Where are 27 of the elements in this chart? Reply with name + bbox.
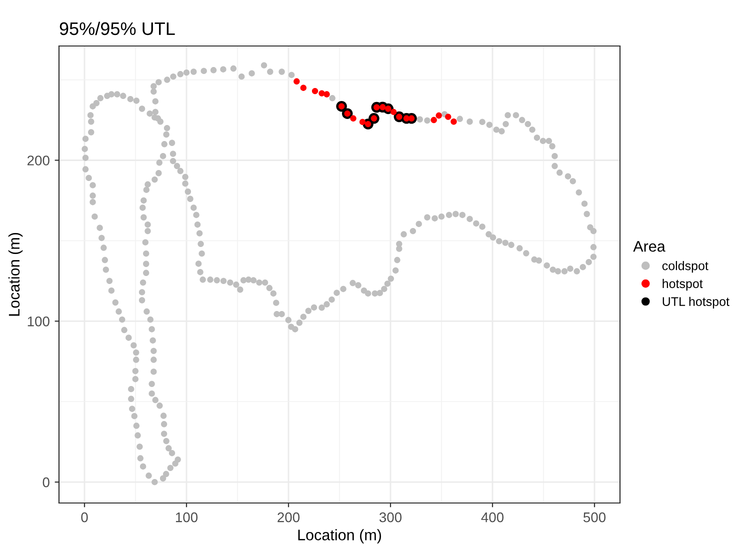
x-tick-label: 300 (379, 512, 402, 522)
x-axis-title: Location (m) (298, 529, 382, 544)
point (312, 88, 318, 94)
point (436, 112, 442, 119)
point (445, 114, 452, 120)
x-tick-label: 200 (278, 512, 300, 522)
point (390, 108, 397, 116)
y-tick-label: 200 (28, 156, 50, 166)
legend-label: UTL hotspot (662, 296, 730, 308)
point (324, 91, 330, 98)
point (430, 116, 437, 124)
x-tick-label: 400 (481, 512, 504, 522)
legend-label: hotspot (662, 278, 703, 291)
y-axis-title: Location (m) (8, 232, 23, 316)
point (450, 118, 457, 125)
y-tick-label: 0 (42, 477, 50, 488)
x-tick-label: 500 (583, 512, 606, 522)
point (294, 78, 300, 85)
x-tick-label: 100 (176, 512, 198, 522)
legend-title: Area (633, 241, 666, 252)
legend-label: coldspot (662, 261, 708, 273)
y-tick-label: 100 (28, 316, 50, 326)
point (350, 115, 356, 122)
x-tick-label: 0 (81, 512, 88, 522)
chart-title: 95%/95% UTL (60, 22, 175, 36)
point (359, 118, 366, 126)
point (300, 84, 306, 91)
